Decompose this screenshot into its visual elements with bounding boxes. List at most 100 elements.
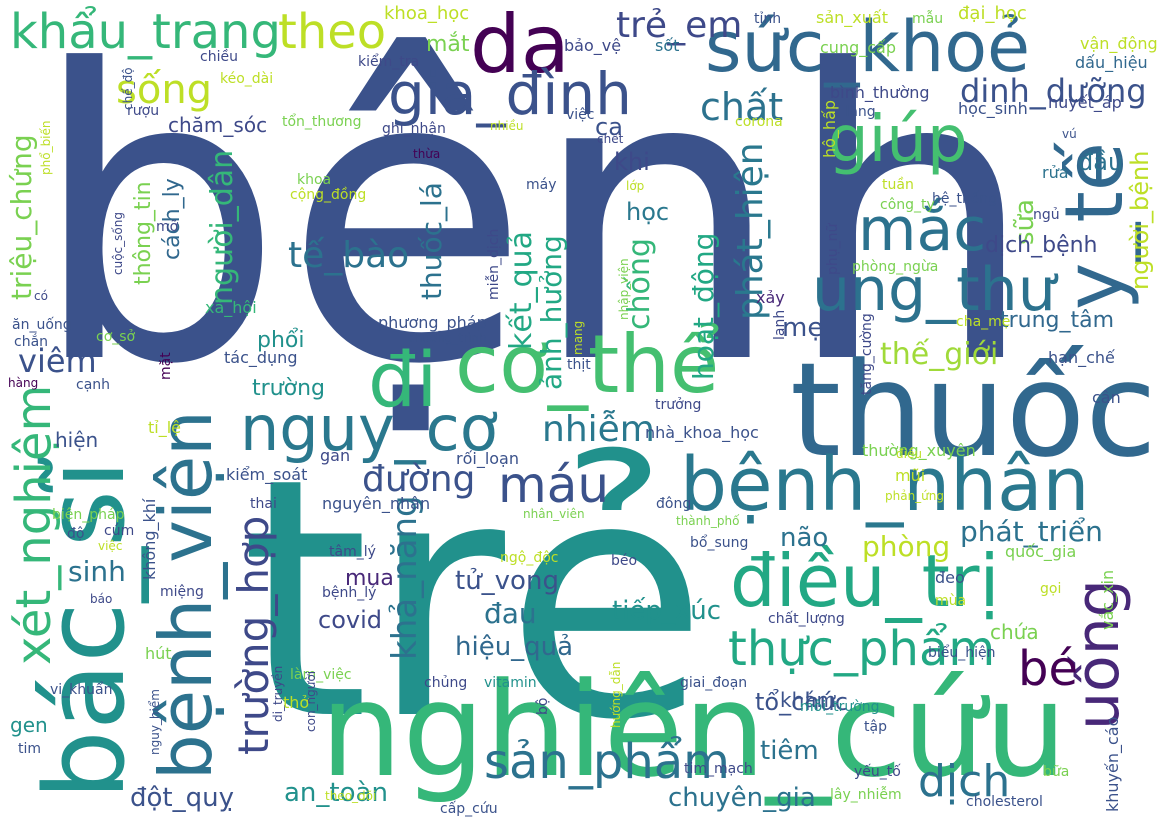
word-lop: lớp bbox=[626, 179, 645, 193]
word-goi: gọi bbox=[1040, 581, 1062, 597]
word-kiem-tra: kiểm_tra bbox=[358, 54, 420, 70]
word-hieu-qua: hiệu_quả bbox=[455, 632, 574, 662]
word-bua: bữa bbox=[1043, 764, 1070, 780]
word-sot: sốt bbox=[655, 36, 680, 55]
word-van-dong: vận_động bbox=[1080, 34, 1158, 53]
word-hoat-dong: hoạt_động bbox=[687, 232, 720, 380]
word-phat-trien: phát_triển bbox=[960, 515, 1103, 548]
word-co: có bbox=[34, 289, 48, 303]
word-mui: mũi bbox=[895, 466, 926, 485]
word-viem: viêm bbox=[18, 342, 97, 380]
word-nhan-vien: nhân_viên bbox=[523, 507, 585, 521]
word-ghi-nhan: ghi_nhận bbox=[382, 121, 446, 137]
word-dau: đầu bbox=[1078, 148, 1124, 176]
word-tac-dung: tác_dụng bbox=[224, 348, 298, 367]
word-truong: trường bbox=[252, 376, 325, 401]
word-dai-hoc: đại_học bbox=[958, 3, 1027, 24]
word-phuong-phap: phương_pháp bbox=[378, 313, 487, 332]
word-chuong-trinh: chương_trình bbox=[408, 331, 487, 345]
word-nhiem: nhiễm bbox=[542, 409, 655, 450]
word-tre-em: trẻ_em bbox=[616, 5, 743, 46]
word-giup: giúp bbox=[828, 103, 968, 177]
word-gia-dinh: gia_đình bbox=[388, 60, 632, 128]
word-tu-vong: tử_vong bbox=[455, 566, 559, 596]
word-xet-nghiem: xét_nghiệm bbox=[6, 384, 62, 665]
word-thuong-xuyen: thường_xuyên bbox=[862, 441, 976, 460]
word-thua: thừa bbox=[413, 147, 441, 161]
word-canh: cạnh bbox=[76, 377, 111, 393]
word-cum: cúm bbox=[104, 523, 135, 539]
word-dieu: điều bbox=[896, 447, 922, 461]
word-dau: đau bbox=[484, 597, 537, 630]
word-tho: thở bbox=[283, 693, 310, 712]
word-co-the: cơ_thể bbox=[455, 318, 720, 411]
word-benh-nhan: bệnh_nhân bbox=[680, 442, 1090, 528]
word-giai-doan: giai_đoạn bbox=[680, 675, 748, 691]
word-co-so: cơ_sở bbox=[96, 329, 136, 345]
word-mo: mỡ bbox=[156, 219, 179, 235]
word-trung-tam: trung_tâm bbox=[1000, 308, 1115, 333]
word-xay: xảy bbox=[756, 288, 785, 307]
word-lo-lang: lo_lắng bbox=[826, 104, 876, 120]
word-benh-ly: bệnh_lý bbox=[322, 585, 377, 601]
word-thit: thịt bbox=[567, 357, 591, 373]
word-thai: thai bbox=[250, 496, 277, 512]
word-mua: mua bbox=[345, 566, 394, 591]
word-mieng: miệng bbox=[160, 584, 204, 600]
word-chet: chết bbox=[597, 132, 624, 146]
word-thuc-pham: thực_phẩm bbox=[728, 621, 996, 677]
word-corona: corona bbox=[735, 114, 783, 130]
word-thuoc-la: thuốc_lá bbox=[415, 182, 448, 300]
word-dong: đông bbox=[656, 496, 692, 512]
word-phoi: phổi bbox=[257, 328, 305, 353]
word-ton-thuong: tổn_thương bbox=[282, 114, 362, 130]
word-bao-ve: bảo_vệ bbox=[564, 36, 622, 55]
word-huong-dan: hướng_dẫn bbox=[609, 661, 623, 728]
word-bieu-hien: biểu_hiện bbox=[928, 645, 996, 661]
word-ti-le: tỉ_lệ bbox=[148, 418, 182, 437]
word-kham: khám bbox=[780, 688, 836, 712]
word-viec: việc bbox=[98, 539, 123, 553]
word-lanh: lạnh bbox=[772, 309, 788, 340]
word-nhieu: nhiều bbox=[490, 119, 524, 133]
word-roi-loan: rối_loạn bbox=[456, 449, 519, 468]
word-me: mẹ bbox=[782, 313, 824, 343]
word-cap-cuu: cấp_cứu bbox=[440, 801, 498, 817]
word-pho-bien: phổ_biến bbox=[39, 120, 53, 175]
word-khoa-hoc: khoa_học bbox=[384, 3, 470, 24]
word-mau: máu bbox=[498, 456, 610, 514]
word-vi-khuan: vi_khuẩn bbox=[50, 682, 113, 698]
word-he-thong: hệ_thống bbox=[932, 191, 998, 207]
word-dich: dịch bbox=[918, 756, 1011, 807]
word-thanh-pho: thành_phố bbox=[676, 514, 740, 528]
word-phong-ngua: phòng_ngừa bbox=[852, 259, 939, 275]
word-trieu-chung: triệu_chứng bbox=[5, 134, 38, 300]
word-be: bé bbox=[1018, 641, 1078, 697]
word-suc-khoe: sức_khoẻ bbox=[705, 6, 1031, 88]
word-khong-khi: không_khí bbox=[140, 498, 159, 580]
word-che-do: chế_độ bbox=[121, 67, 135, 110]
word-dau-hieu: dấu_hiệu bbox=[1075, 53, 1148, 72]
word-ruou: rượu bbox=[127, 103, 160, 119]
word-mac: mắc bbox=[858, 195, 987, 265]
word-the-gioi: thế_giới bbox=[880, 337, 999, 372]
word-phong: phòng bbox=[862, 530, 951, 563]
word-bao: báo bbox=[90, 592, 113, 606]
word-tinh: tỉnh bbox=[754, 11, 782, 27]
word-benh: bệnh bbox=[30, 0, 1038, 452]
word-tim-mach: tim_mạch bbox=[684, 761, 753, 777]
word-bo-sung: bổ_sung bbox=[690, 535, 749, 551]
word-tim: tim bbox=[18, 741, 42, 757]
word-theo: theo bbox=[278, 4, 387, 60]
word-kiem-soat: kiểm_soát bbox=[226, 465, 308, 484]
word-mat: mặt bbox=[158, 352, 174, 380]
word-mang: mang bbox=[571, 320, 585, 355]
word-cha-me: cha_mẹ bbox=[956, 314, 1011, 330]
word-tam-ly: tâm_lý bbox=[329, 544, 376, 560]
word-deo: đeo bbox=[935, 568, 965, 587]
word-cong-ty: công_ty bbox=[880, 197, 935, 213]
word-nguyen-nhan: nguyên_nhân bbox=[322, 494, 431, 513]
word-nhap-vien: nhập_viện bbox=[617, 258, 631, 320]
word-nha-khoa-hoc: nhà_khoa_học bbox=[645, 423, 759, 442]
word-an-uong: ăn_uống bbox=[12, 317, 72, 333]
